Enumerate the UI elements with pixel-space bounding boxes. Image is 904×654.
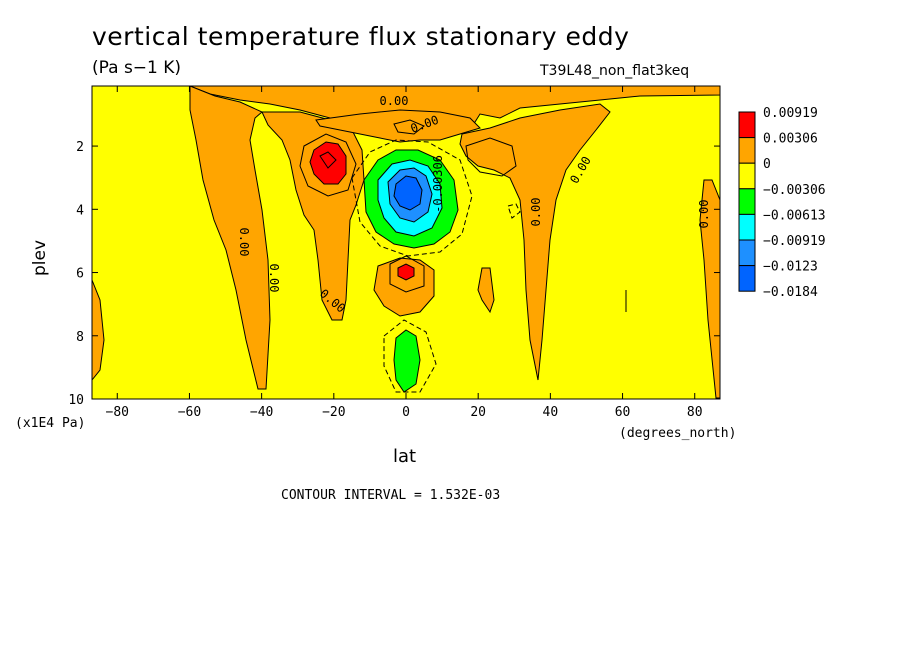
colorbar-label: 0	[763, 157, 771, 172]
positive-contours	[299, 119, 627, 312]
max-regions	[309, 141, 415, 281]
y-tick-label: 10	[68, 393, 84, 408]
dataset-name: T39L48_non_flat3keq	[540, 63, 690, 79]
positive-regions	[92, 86, 720, 399]
colorbar-label: −0.0184	[763, 285, 818, 300]
x-tick-label: −40	[250, 405, 273, 420]
negative-core	[363, 149, 459, 393]
x-axis-units: (degrees_north)	[619, 426, 737, 441]
colorbar-swatch	[738, 162, 756, 190]
contour-field	[92, 86, 720, 399]
contour-label: 0.00	[237, 228, 251, 257]
negative-contours	[351, 139, 521, 393]
contour-label: 0.00	[697, 200, 711, 229]
x-axis-label: lat	[393, 446, 417, 467]
colorbar-label: −0.00306	[763, 183, 826, 198]
y-tick-label: 2	[76, 140, 84, 155]
x-tick-label: 20	[470, 405, 486, 420]
contour-label: 0.00	[529, 198, 543, 227]
contour-label: -0.00306	[431, 155, 445, 213]
colorbar-label: 0.00306	[763, 132, 818, 147]
colorbar-label: −0.00919	[763, 234, 826, 249]
colorbar-swatch	[738, 213, 756, 241]
colorbar-label: −0.0123	[763, 260, 818, 275]
contour-label: 0.00	[267, 264, 281, 293]
colorbar-swatch	[738, 239, 756, 267]
y-tick-label: 8	[76, 330, 84, 345]
x-tick-label: 60	[615, 405, 631, 420]
contour-interval: CONTOUR INTERVAL = 1.532E-03	[281, 488, 501, 503]
colorbar-label: 0.00919	[763, 106, 818, 121]
chart-title: vertical temperature flux stationary edd…	[92, 22, 630, 51]
colorbar-swatch	[738, 111, 756, 139]
colorbar-label: −0.00613	[763, 208, 826, 223]
colorbar-legend: 0.00919 0.00306 0 −0.00306 −0.00613 −0.00919 −…	[738, 106, 826, 300]
x-tick-label: 40	[543, 405, 559, 420]
axis-ticks: −80 −60 −40 −20 0 20 40 60 80 2 4 6 8 10	[68, 86, 720, 420]
colorbar-swatch	[738, 265, 756, 292]
x-tick-label: −20	[322, 405, 345, 420]
colorbar-swatch	[738, 137, 756, 164]
y-axis-units: (x1E4 Pa)	[15, 416, 86, 431]
x-tick-label: −60	[178, 405, 201, 420]
y-tick-label: 6	[76, 267, 84, 282]
x-tick-label: −80	[106, 405, 129, 420]
colorbar-swatch	[738, 188, 756, 215]
x-tick-label: 0	[402, 405, 410, 420]
y-tick-label: 4	[76, 203, 84, 218]
chart-units: (Pa s−1 K)	[92, 58, 182, 78]
x-tick-label: 80	[687, 405, 703, 420]
contour-label: 0.00	[380, 94, 409, 108]
